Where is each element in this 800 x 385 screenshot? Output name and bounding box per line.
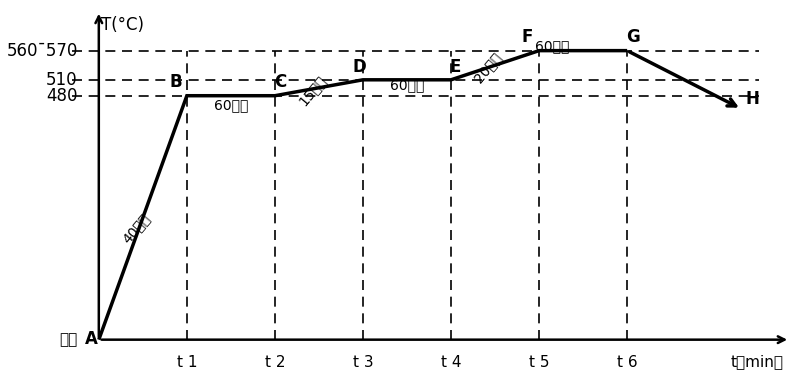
- Text: A: A: [86, 330, 98, 348]
- Text: G: G: [626, 28, 640, 46]
- Text: 15分钟: 15分钟: [295, 73, 328, 108]
- Text: t 2: t 2: [265, 355, 285, 370]
- Text: 室温: 室温: [59, 332, 78, 347]
- Text: t 6: t 6: [617, 355, 638, 370]
- Text: t 5: t 5: [529, 355, 550, 370]
- Text: F: F: [521, 28, 533, 46]
- Text: t 4: t 4: [441, 355, 462, 370]
- Text: 60分钟: 60分钟: [390, 78, 424, 92]
- Text: t 3: t 3: [353, 355, 374, 370]
- Text: t 1: t 1: [177, 355, 197, 370]
- Text: T(°C): T(°C): [101, 16, 143, 34]
- Text: 60分钟: 60分钟: [535, 39, 570, 54]
- Text: D: D: [353, 58, 366, 75]
- Text: 20分钟: 20分钟: [472, 50, 504, 85]
- Text: E: E: [450, 58, 461, 75]
- Text: t（min）: t（min）: [731, 355, 784, 370]
- Text: C: C: [274, 74, 286, 92]
- Text: 60分钟: 60分钟: [214, 98, 248, 112]
- Text: 560¯570: 560¯570: [6, 42, 78, 60]
- Text: B: B: [170, 74, 182, 92]
- Text: 480: 480: [46, 87, 78, 105]
- Text: H: H: [746, 90, 759, 108]
- Text: 510: 510: [46, 71, 78, 89]
- Text: 40分钟: 40分钟: [119, 211, 152, 246]
